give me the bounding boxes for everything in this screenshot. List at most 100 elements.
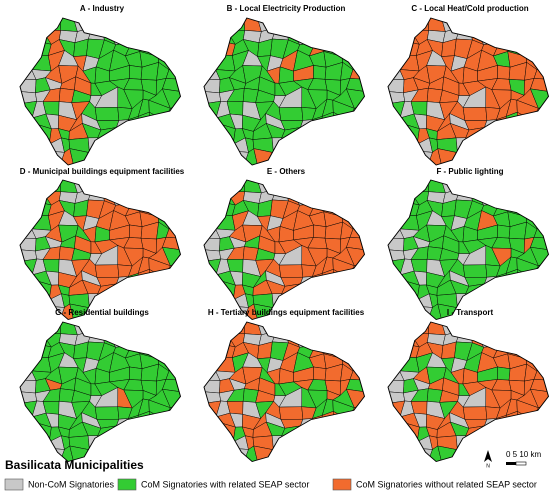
region-outline bbox=[387, 179, 550, 320]
municipality bbox=[320, 123, 340, 146]
municipality bbox=[454, 152, 469, 166]
municipality bbox=[20, 39, 37, 56]
municipality bbox=[204, 180, 218, 196]
municipality bbox=[333, 438, 349, 447]
municipality bbox=[163, 18, 181, 33]
municipality bbox=[297, 448, 312, 462]
municipality bbox=[524, 41, 541, 57]
municipality bbox=[388, 79, 405, 94]
panel-title: C - Local Heat/Cold production bbox=[411, 4, 528, 13]
municipality bbox=[464, 419, 488, 429]
municipality bbox=[388, 18, 402, 35]
municipality bbox=[481, 151, 496, 166]
municipality bbox=[108, 180, 128, 195]
municipality bbox=[347, 30, 365, 43]
municipality bbox=[163, 344, 181, 358]
municipality bbox=[20, 307, 39, 320]
municipality bbox=[226, 18, 246, 31]
municipality bbox=[347, 445, 365, 462]
municipality bbox=[148, 31, 165, 47]
municipality bbox=[388, 29, 400, 43]
municipality bbox=[516, 18, 536, 34]
municipality bbox=[467, 180, 482, 195]
municipality bbox=[140, 322, 155, 339]
municipality bbox=[324, 446, 339, 462]
scale-bar-label: 0 5 10 km bbox=[506, 450, 541, 459]
municipality bbox=[531, 344, 549, 358]
municipality bbox=[99, 322, 114, 337]
municipality bbox=[410, 322, 430, 334]
municipality bbox=[324, 180, 339, 197]
municipality bbox=[86, 152, 101, 166]
municipality bbox=[211, 18, 232, 35]
municipality bbox=[505, 137, 524, 153]
municipality bbox=[20, 342, 37, 358]
municipality bbox=[123, 28, 144, 44]
legend-label: Non-CoM Signatories bbox=[28, 479, 115, 489]
municipality bbox=[86, 180, 103, 190]
municipality bbox=[531, 303, 549, 320]
municipality bbox=[280, 419, 304, 429]
municipality bbox=[168, 213, 181, 230]
municipality bbox=[27, 322, 48, 338]
municipality bbox=[20, 379, 37, 394]
legend-swatch bbox=[332, 478, 352, 491]
municipality bbox=[211, 322, 232, 338]
municipality bbox=[96, 137, 119, 154]
municipality bbox=[280, 120, 304, 131]
municipality bbox=[270, 322, 287, 332]
municipality bbox=[129, 65, 143, 80]
municipality bbox=[140, 18, 155, 35]
municipality bbox=[148, 322, 168, 337]
municipality bbox=[388, 272, 404, 285]
municipality bbox=[352, 355, 365, 372]
municipality bbox=[310, 136, 327, 154]
municipality bbox=[99, 180, 114, 195]
municipality bbox=[494, 292, 511, 309]
municipality bbox=[307, 18, 328, 35]
municipality bbox=[388, 237, 405, 252]
municipality bbox=[324, 322, 339, 339]
municipality bbox=[410, 18, 430, 31]
map-panel bbox=[387, 179, 550, 320]
scale-bar-black bbox=[506, 462, 516, 465]
municipality bbox=[340, 41, 357, 57]
municipality bbox=[346, 272, 365, 285]
region-outline bbox=[203, 321, 366, 462]
municipality bbox=[33, 305, 48, 320]
municipality bbox=[204, 449, 223, 462]
municipality bbox=[505, 435, 524, 450]
municipality bbox=[163, 445, 181, 462]
municipality bbox=[524, 344, 541, 359]
municipality bbox=[401, 305, 416, 320]
municipality bbox=[307, 322, 328, 339]
municipality bbox=[42, 180, 62, 192]
municipality bbox=[163, 148, 181, 166]
municipality bbox=[347, 296, 365, 309]
municipality bbox=[149, 141, 165, 150]
legend-label: CoM Signatories without related SEAP sec… bbox=[356, 479, 537, 489]
municipality bbox=[347, 344, 365, 358]
municipality bbox=[321, 435, 340, 450]
municipality bbox=[113, 151, 128, 166]
municipality bbox=[20, 322, 34, 338]
municipality bbox=[270, 152, 285, 166]
municipality bbox=[347, 41, 365, 55]
municipality bbox=[42, 322, 62, 334]
municipality bbox=[297, 151, 312, 166]
municipality bbox=[156, 41, 173, 57]
municipality bbox=[388, 414, 404, 427]
municipality bbox=[516, 279, 536, 301]
municipality bbox=[388, 152, 407, 166]
municipality bbox=[491, 180, 512, 197]
municipality bbox=[163, 296, 181, 309]
municipality bbox=[110, 136, 129, 154]
municipality bbox=[123, 332, 144, 347]
municipality bbox=[204, 322, 218, 338]
municipality bbox=[20, 54, 37, 70]
municipality bbox=[204, 342, 221, 358]
municipality bbox=[388, 333, 400, 346]
municipality bbox=[128, 281, 139, 295]
municipality bbox=[409, 447, 433, 462]
map-panel bbox=[203, 179, 366, 320]
